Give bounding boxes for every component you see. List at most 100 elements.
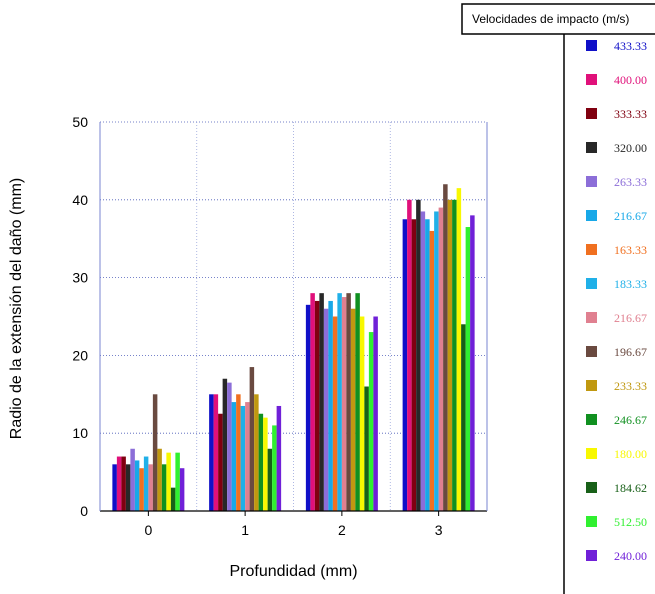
- legend-swatch: [586, 414, 597, 425]
- bar: [267, 448, 273, 511]
- legend-frame: [563, 29, 655, 594]
- y-tick-label: 0: [80, 503, 88, 519]
- legend-swatch: [586, 210, 597, 221]
- bar: [420, 211, 426, 511]
- bar: [364, 386, 369, 511]
- bar: [425, 219, 430, 511]
- legend-label: 240.00: [614, 549, 647, 563]
- bar: [213, 394, 219, 511]
- bar: [121, 456, 126, 511]
- legend-swatch: [586, 74, 597, 85]
- legend-swatch: [586, 482, 597, 493]
- bar: [161, 464, 167, 511]
- bar: [438, 207, 444, 511]
- bar: [236, 394, 241, 511]
- bar: [125, 464, 131, 511]
- bar: [465, 227, 471, 511]
- bar: [402, 219, 408, 511]
- y-tick-labels: 0 10 20 30 40 50: [72, 114, 88, 519]
- bar: [411, 219, 417, 511]
- y-tick-label: 40: [72, 192, 88, 208]
- x-tick-label: 3: [435, 522, 443, 538]
- bar: [231, 402, 237, 511]
- bar: [310, 293, 315, 511]
- bar: [222, 378, 228, 511]
- bar: [456, 188, 462, 511]
- legend-swatch: [586, 40, 597, 51]
- bar: [209, 394, 214, 511]
- bar: [175, 452, 180, 511]
- bar: [263, 417, 268, 511]
- legend-swatch: [586, 448, 597, 459]
- y-tick-label: 30: [72, 270, 88, 286]
- bar: [276, 405, 282, 511]
- bar: [323, 308, 329, 511]
- bar: [170, 487, 176, 511]
- legend-label: 196.67: [614, 345, 647, 359]
- bar: [130, 448, 135, 511]
- grid-lines: [100, 121, 487, 511]
- legend-swatch: [586, 108, 597, 119]
- bar: [416, 199, 421, 512]
- x-axis-title: Profundidad (mm): [229, 563, 357, 580]
- legend-label: 216.67: [614, 311, 647, 325]
- legend-label: 163.33: [614, 243, 647, 257]
- legend-title: Velocidades de impacto (m/s): [472, 12, 629, 26]
- bar: [227, 382, 232, 511]
- bar: [429, 230, 435, 512]
- bar: [359, 316, 365, 511]
- legend-label: 180.00: [614, 447, 647, 461]
- bar: [350, 308, 356, 511]
- bar: [434, 211, 439, 511]
- bar: [134, 460, 140, 511]
- x-tick-label: 0: [144, 522, 152, 538]
- bar: [249, 367, 255, 511]
- legend-swatch: [586, 244, 597, 255]
- bar: [245, 402, 250, 511]
- legend-title-box: [461, 3, 655, 35]
- legend-label: 246.67: [614, 413, 647, 427]
- x-tick-label: 1: [241, 522, 249, 538]
- legend-label: 263.33: [614, 175, 647, 189]
- legend-swatch: [586, 380, 597, 391]
- bar: [319, 293, 324, 511]
- legend-swatch: [586, 142, 597, 153]
- bar: [332, 316, 338, 511]
- legend-swatch: [586, 346, 597, 357]
- bar: [461, 324, 466, 511]
- bar: [152, 394, 158, 511]
- legend: Velocidades de impacto (m/s) 433.33 400.0…: [461, 3, 655, 594]
- bar: [373, 316, 378, 511]
- legend-label: 433.33: [614, 39, 647, 53]
- bar: [452, 199, 457, 512]
- legend-label: 233.33: [614, 379, 647, 393]
- bar: [139, 468, 144, 511]
- bar: [116, 456, 122, 511]
- axes: [99, 122, 488, 512]
- legend-label: 333.33: [614, 107, 647, 121]
- bar: [148, 464, 153, 511]
- bar: [328, 300, 333, 511]
- bar: [368, 332, 374, 511]
- x-tick-label: 2: [338, 522, 346, 538]
- legend-swatch: [586, 176, 597, 187]
- bar: [166, 452, 171, 511]
- legend-swatch: [586, 312, 597, 323]
- y-axis-title: Radio de la extensión del daño (mm): [8, 178, 25, 439]
- bars: [112, 184, 475, 512]
- legend-items: 433.33 400.00 333.33 320.00 263.33 216.67 163.…: [586, 39, 647, 563]
- legend-swatch: [586, 278, 597, 289]
- y-tick-label: 20: [72, 347, 88, 363]
- y-tick-label: 50: [72, 114, 88, 130]
- bar: [443, 184, 448, 512]
- bar: [355, 293, 360, 511]
- bar: [258, 413, 264, 511]
- bar: [341, 297, 347, 511]
- bar: [407, 199, 412, 512]
- bar: [447, 199, 453, 512]
- x-tick-labels: 0 1 2 3: [144, 511, 443, 538]
- legend-label: 320.00: [614, 141, 647, 155]
- legend-label: 183.33: [614, 277, 647, 291]
- bar: [218, 413, 223, 511]
- bar: [305, 304, 311, 511]
